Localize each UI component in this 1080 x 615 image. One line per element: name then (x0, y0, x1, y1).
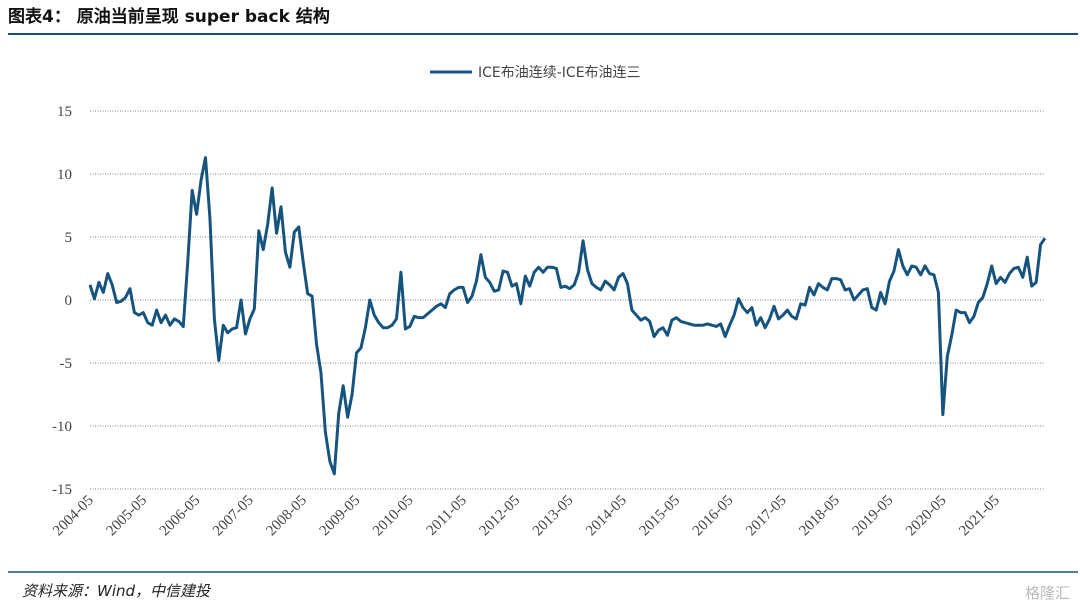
x-tick-label: 2006-05 (157, 493, 204, 540)
x-tick-label: 2013-05 (530, 493, 577, 540)
y-tick-label: -10 (52, 419, 72, 435)
x-tick-label: 2021-05 (956, 493, 1003, 540)
x-tick-label: 2018-05 (796, 493, 843, 540)
x-tick-label: 2007-05 (210, 493, 257, 540)
x-tick-label: 2009-05 (317, 493, 364, 540)
y-tick-label: -15 (52, 482, 72, 498)
x-tick-label: 2005-05 (103, 493, 150, 540)
x-tick-label: 2015-05 (636, 493, 683, 540)
x-tick-label: 2020-05 (903, 493, 950, 540)
y-tick-label: 15 (57, 104, 72, 120)
x-tick-label: 2014-05 (583, 493, 630, 540)
y-tick-label: -5 (60, 356, 73, 372)
x-tick-label: 2011-05 (424, 493, 470, 539)
y-tick-label: 0 (65, 293, 73, 309)
data-line (88, 156, 1047, 476)
y-tick-label: 10 (57, 167, 72, 183)
source-note: 资料来源：Wind，中信建投 (22, 582, 212, 600)
x-tick-label: 2010-05 (370, 493, 417, 540)
legend-label: ICE布油连续-ICE布油连三 (478, 64, 641, 81)
y-tick-label: 5 (65, 230, 73, 246)
chart-title: 图表4： 原油当前呈现 super back 结构 (8, 6, 330, 27)
x-tick-label: 2016-05 (690, 493, 737, 540)
watermark: 格隆汇 (1025, 584, 1070, 602)
x-tick-label: 2017-05 (743, 493, 790, 540)
x-tick-label: 2008-05 (263, 493, 310, 540)
x-tick-label: 2019-05 (850, 493, 897, 540)
x-tick-label: 2012-05 (477, 493, 524, 540)
x-tick-label: 2004-05 (50, 493, 97, 540)
